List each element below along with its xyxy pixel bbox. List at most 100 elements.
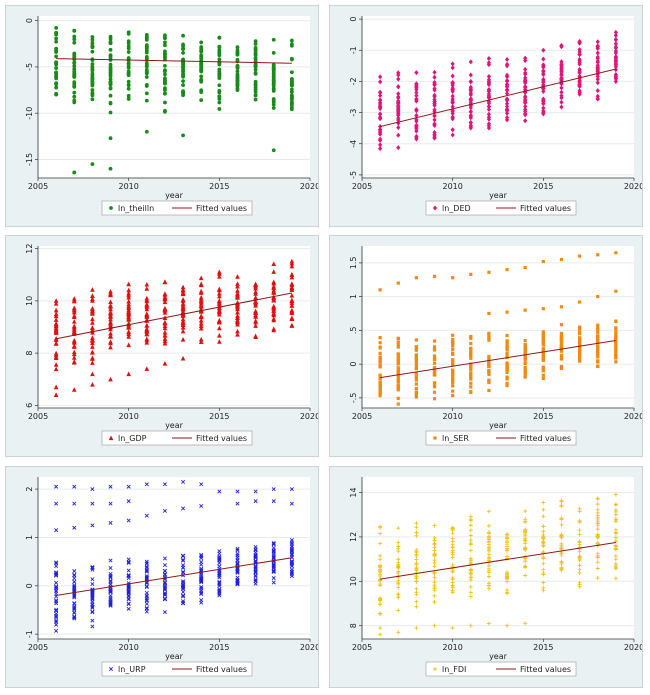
data-point <box>414 557 419 562</box>
data-point <box>253 300 258 306</box>
data-point <box>144 64 149 69</box>
data-point <box>181 569 186 574</box>
data-point <box>54 484 59 489</box>
plot-area <box>362 16 634 178</box>
data-point <box>414 547 419 552</box>
x-tick-label: 2020 <box>300 182 318 191</box>
data-point <box>523 373 527 377</box>
data-point <box>559 66 564 72</box>
data-point <box>271 79 276 84</box>
data-point <box>541 500 546 505</box>
data-point <box>53 366 59 372</box>
data-point <box>90 487 95 492</box>
data-point <box>126 518 131 523</box>
data-point <box>595 54 600 60</box>
x-axis-label: year <box>489 421 508 430</box>
data-point <box>614 341 618 345</box>
data-point <box>90 316 95 322</box>
data-point <box>559 342 564 347</box>
data-point <box>523 103 528 109</box>
data-point <box>126 290 131 296</box>
data-point <box>578 354 582 358</box>
data-point <box>162 572 167 577</box>
data-point <box>468 575 473 580</box>
data-point <box>54 39 59 44</box>
data-point <box>126 281 131 287</box>
data-point <box>486 103 492 109</box>
data-point <box>396 108 401 114</box>
data-point <box>469 352 473 356</box>
data-point <box>235 69 240 74</box>
data-point <box>504 101 510 107</box>
data-point <box>541 365 545 369</box>
data-point <box>90 344 95 349</box>
data-point <box>504 77 510 84</box>
data-point <box>162 320 168 325</box>
data-point <box>595 62 600 68</box>
data-point <box>468 623 473 628</box>
data-point <box>271 487 276 492</box>
data-point <box>541 373 545 377</box>
data-point <box>163 78 167 83</box>
data-point <box>90 602 95 607</box>
data-point <box>53 313 59 319</box>
y-tick-label: 0 <box>349 17 358 22</box>
data-point <box>253 559 258 564</box>
data-point <box>596 345 600 349</box>
data-point <box>217 591 222 596</box>
data-point <box>378 524 383 529</box>
y-tick-label: 6 <box>25 403 34 408</box>
data-point <box>541 532 546 537</box>
data-point <box>451 352 455 356</box>
data-point <box>505 268 509 272</box>
data-point <box>468 122 473 128</box>
y-tick-label: 1.5 <box>349 257 358 270</box>
data-point <box>108 596 113 601</box>
data-point <box>217 274 222 279</box>
data-point <box>253 577 258 582</box>
data-point <box>432 575 437 580</box>
data-point <box>289 560 294 565</box>
y-tick-label: 8 <box>25 351 34 356</box>
data-point <box>289 101 294 106</box>
data-point <box>505 368 509 372</box>
data-point <box>378 568 383 573</box>
data-point <box>181 47 185 52</box>
data-point <box>253 64 258 69</box>
data-point <box>235 489 240 494</box>
data-point <box>595 80 600 86</box>
data-point <box>578 254 582 258</box>
data-point <box>181 558 186 563</box>
data-point <box>126 568 131 573</box>
data-point <box>396 569 401 574</box>
data-point <box>217 489 222 494</box>
data-point <box>144 596 149 601</box>
data-point <box>72 595 77 600</box>
data-point <box>451 381 455 385</box>
data-point <box>614 343 618 347</box>
legend-label-series: ln_GDP <box>118 434 147 443</box>
data-point <box>432 361 437 365</box>
x-tick-label: 2010 <box>118 412 138 421</box>
data-point <box>54 66 59 71</box>
data-point <box>396 103 401 109</box>
data-point <box>289 574 294 579</box>
data-point <box>414 276 418 280</box>
data-point <box>468 594 473 599</box>
fitted-line <box>56 58 292 64</box>
data-point <box>235 290 240 296</box>
data-point <box>432 584 437 589</box>
legend: ln_theilln Fitted values <box>101 200 253 216</box>
data-point <box>595 502 600 507</box>
data-point <box>505 343 509 347</box>
data-point <box>108 344 113 350</box>
legend-label-fitted: Fitted values <box>520 665 571 674</box>
data-point <box>271 326 277 332</box>
data-point <box>235 75 240 80</box>
data-point <box>253 92 258 97</box>
data-point <box>271 541 276 546</box>
data-point <box>126 287 131 293</box>
data-point <box>90 62 95 66</box>
data-point <box>613 29 618 35</box>
plot-area <box>362 246 634 408</box>
